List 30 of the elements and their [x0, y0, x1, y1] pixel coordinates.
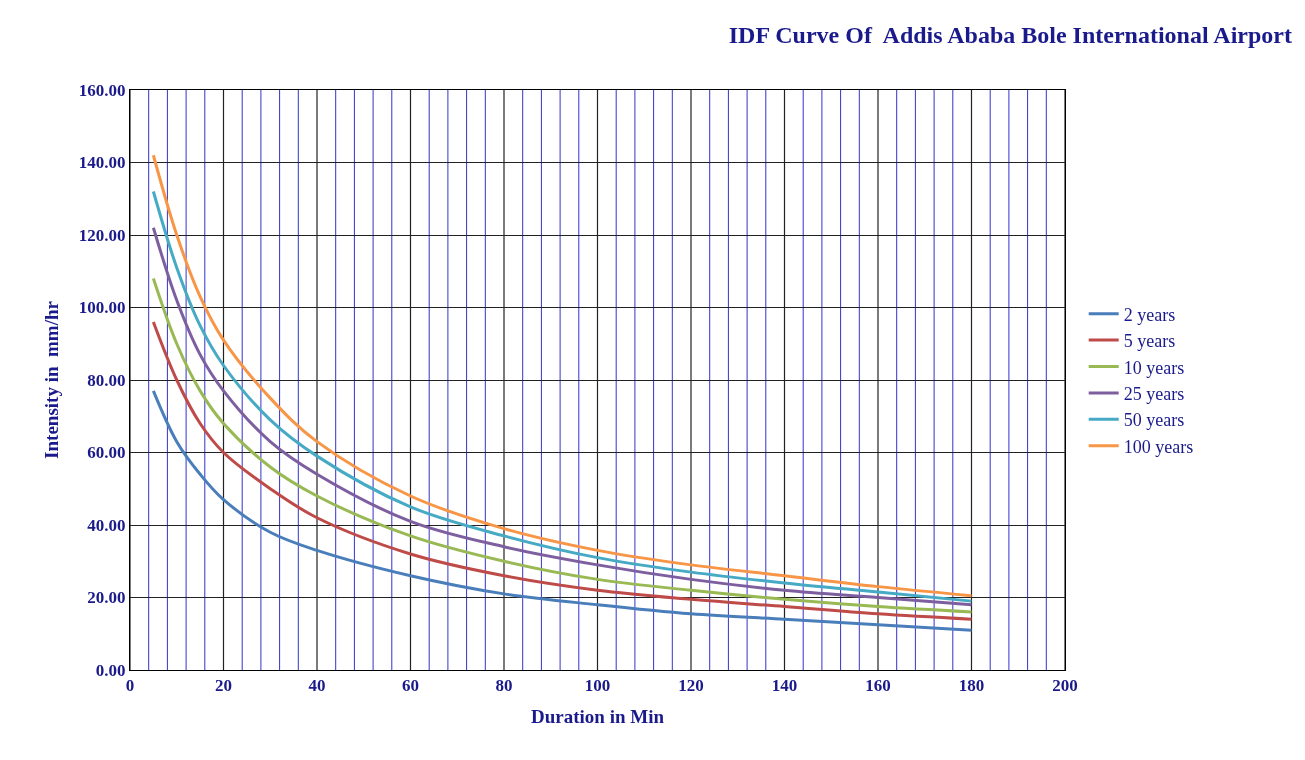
- legend-label: 100 years: [1123, 436, 1194, 457]
- x-tick-label: 80: [495, 676, 513, 696]
- x-tick-label: 180: [958, 676, 985, 696]
- legend-label: 2 years: [1123, 304, 1176, 325]
- y-tick-label: 0.00: [95, 660, 126, 680]
- legend-label: 25 years: [1123, 383, 1185, 404]
- x-tick-label: 0: [125, 676, 135, 696]
- y-tick-label: 140.00: [78, 153, 126, 173]
- x-tick-label: 160: [865, 676, 891, 696]
- y-tick-label: 120.00: [78, 225, 126, 245]
- legend-label: 10 years: [1123, 357, 1185, 378]
- y-tick-label: 60.00: [87, 443, 126, 463]
- y-tick-label: 100.00: [78, 298, 126, 318]
- y-tick-label: 20.00: [87, 588, 126, 608]
- chart-title: IDF Curve Of Addis Ababa Bole International Airport: [728, 22, 1292, 49]
- x-tick-label: 60: [402, 676, 419, 696]
- y-tick-label: 160.00: [78, 80, 126, 100]
- x-tick-label: 200: [1052, 676, 1078, 696]
- legend-label: 5 years: [1123, 331, 1176, 352]
- x-tick-label: 120: [678, 676, 704, 696]
- x-axis-title: Duration in Min: [530, 706, 665, 728]
- x-tick-label: 140: [771, 676, 798, 696]
- x-tick-label: 40: [308, 676, 326, 696]
- x-tick-label: 20: [215, 676, 232, 696]
- y-axis-title: Intensity in mm/hr: [40, 300, 62, 459]
- legend-label: 50 years: [1123, 410, 1185, 431]
- y-tick-label: 40.00: [87, 515, 126, 535]
- x-tick-label: 100: [584, 676, 611, 696]
- line-series: [151, 389, 973, 632]
- y-tick-label: 80.00: [87, 370, 126, 390]
